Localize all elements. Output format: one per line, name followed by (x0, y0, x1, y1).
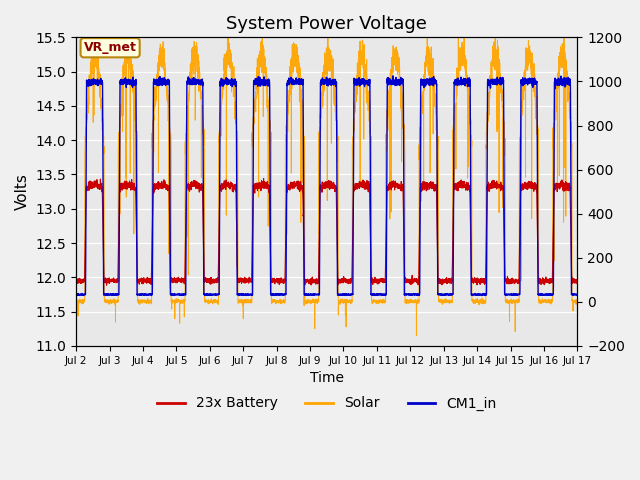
23x Battery (573, 276, 580, 282)
CM1_in (439, 292, 447, 298)
Legend: 23x Battery, Solar, CM1_in: 23x Battery, Solar, CM1_in (151, 391, 502, 416)
Line: CM1_in: CM1_in (76, 76, 577, 296)
23x Battery (412, 277, 419, 283)
23x Battery (573, 278, 581, 284)
CM1_in (467, 291, 475, 297)
Line: 23x Battery: 23x Battery (76, 179, 577, 285)
Solar (225, 25, 232, 31)
23x Battery (102, 282, 110, 288)
CM1_in (308, 292, 316, 298)
Solar (308, 298, 316, 303)
Solar (573, 297, 581, 302)
Y-axis label: Volts: Volts (15, 173, 30, 210)
X-axis label: Time: Time (310, 371, 344, 385)
23x Battery (439, 279, 447, 285)
Solar (573, 300, 580, 306)
CM1_in (389, 73, 397, 79)
Title: System Power Voltage: System Power Voltage (227, 15, 428, 33)
23x Battery (72, 277, 80, 283)
Text: VR_met: VR_met (84, 41, 136, 54)
Solar (163, 79, 170, 84)
CM1_in (573, 291, 581, 297)
Solar (467, 142, 475, 148)
23x Battery (467, 273, 475, 279)
CM1_in (411, 292, 419, 298)
23x Battery (308, 279, 316, 285)
CM1_in (478, 293, 486, 299)
Solar (411, 298, 419, 304)
CM1_in (72, 292, 80, 298)
23x Battery (163, 184, 170, 190)
Line: Solar: Solar (76, 28, 577, 336)
Solar (72, 299, 80, 304)
CM1_in (573, 292, 580, 298)
CM1_in (163, 78, 170, 84)
Solar (439, 300, 447, 306)
23x Battery (260, 176, 268, 181)
Solar (413, 333, 420, 338)
